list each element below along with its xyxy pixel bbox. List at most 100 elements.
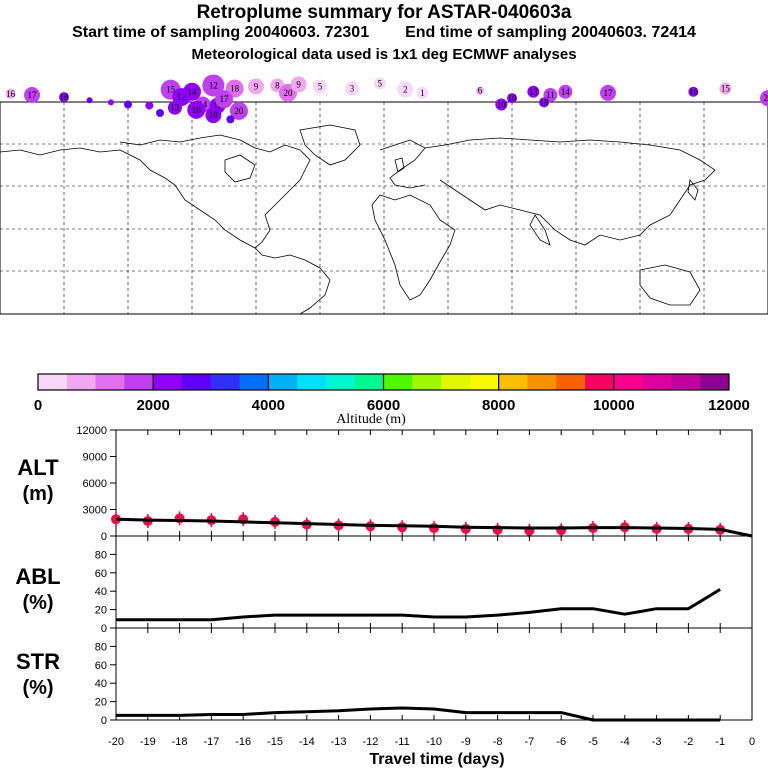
x-axis-label: Travel time (days) [369,751,504,768]
colorbar-tick-label: 0 [34,397,42,414]
colorbar-swatch [441,374,471,390]
plume-day-label: 20 [234,106,244,116]
plume-day-label: 20 [764,93,768,103]
plume-day-label: 3 [350,84,355,94]
plume-blob [24,86,40,103]
colorbar-swatch [613,374,644,390]
world-map: 1617181512141218982014161710192013953521… [0,74,768,315]
coast-india [529,214,551,246]
plume-blob [107,99,114,106]
series-line [116,706,721,722]
y-tick-label: 60 [95,660,107,672]
colorbar-swatch [642,374,672,390]
colorbar-swatch [38,374,68,390]
colorbar-swatch [66,374,97,390]
x-tick-label: -15 [267,736,283,748]
x-tick-label: -9 [461,736,471,748]
plume-blob [507,93,517,104]
x-tick-label: -18 [172,736,188,748]
plume-day-label: 17 [28,90,38,100]
coast-hudson-bay [224,154,256,183]
plume-day-label: 15 [166,85,176,95]
plume-blob [760,90,768,107]
coast-asia [424,137,716,246]
alt-data-point [460,523,471,534]
x-tick-label: -12 [362,736,378,748]
alt-panel: 0 3000 6000 9000 12000 [76,425,753,543]
plot-title: Retroplume summary for ASTAR-040603a [196,2,572,23]
plume-day-label: 6 [478,86,483,96]
x-tick-label: -1 [715,736,725,748]
colorbar-swatch [95,374,125,390]
map-gridlines [0,102,768,314]
retroplume-markers: 1617181512141218982014161710192013953521… [5,74,768,124]
plume-day-label: 16 [689,87,699,97]
x-tick-label: -19 [140,736,156,748]
start-time-label: Start time of sampling 20040603. 72301 [72,24,370,41]
y-tick-label: 0 [101,531,107,543]
x-tick-label: -8 [493,736,503,748]
colorbar-tick-label: 8000 [482,397,515,414]
plume-blob [558,84,573,99]
plume-blob [397,81,414,98]
plume-day-label: 17 [604,88,614,98]
plume-blob [313,79,327,94]
plume-blob [229,101,248,120]
coast-europe [379,139,426,189]
str-panel: 0 20 40 60 80 [95,627,753,727]
x-tick-label: -3 [652,736,662,748]
plume-blob [202,74,225,97]
panel-frame [115,627,753,721]
plume-day-label: 5 [318,82,323,92]
abl-label: ABL [15,564,60,589]
coast-greenland [299,124,361,166]
coast-australia [639,264,701,306]
colorbar-swatch [412,374,442,390]
plume-blob [527,85,540,98]
colorbar: 0 2000 4000 6000 8000 10000 12000 [34,373,750,414]
plume-day-label: 5 [377,78,382,88]
coast-japan [687,179,699,201]
plume-day-label: 2 [403,85,408,95]
plume-blob [226,115,235,124]
plume-blob [476,86,484,95]
alt-label: ALT [17,455,59,480]
plume-day-label: 17 [220,94,230,104]
plume-day-label: 18 [60,92,70,102]
plume-day-label: 12 [177,92,186,102]
str-unit: (%) [22,677,53,699]
colorbar-swatch [325,374,356,390]
plume-blob [167,100,182,115]
plume-day-label: 12 [209,80,218,90]
y-tick-label: 80 [95,641,107,653]
colorbar-swatch [268,374,298,390]
coast-south-america [254,247,331,315]
colorbar-swatch [700,374,730,390]
series-line [116,588,721,622]
colorbar-swatch [671,374,701,390]
colorbar-swatch [527,374,557,390]
plume-day-label: 20 [284,88,294,98]
coast-north-america [0,134,311,249]
x-tick-label: -13 [331,736,347,748]
abl-panel: 0 20 40 60 80 [95,535,753,635]
y-tick-label: 20 [95,605,107,617]
plume-blob [86,97,93,104]
colorbar-swatch [181,374,212,390]
plume-blob [248,78,264,95]
colorbar-swatch [556,374,586,390]
plume-blob [124,100,132,109]
colorbar-swatch [383,374,413,390]
plume-day-label: 13 [170,103,180,113]
colorbar-tick-label: 2000 [136,397,169,414]
coastlines [0,124,716,315]
y-tick-label: 3000 [83,505,107,517]
colorbar-swatch [585,374,615,390]
x-tick-label: -4 [620,736,630,748]
colorbar-swatch [153,374,183,390]
plume-blob [495,98,508,111]
plume-day-label: 14 [561,87,571,97]
colorbar-tick-label: 12000 [708,397,750,414]
y-tick-label: 6000 [83,478,107,490]
y-tick-label: 0 [101,715,107,727]
